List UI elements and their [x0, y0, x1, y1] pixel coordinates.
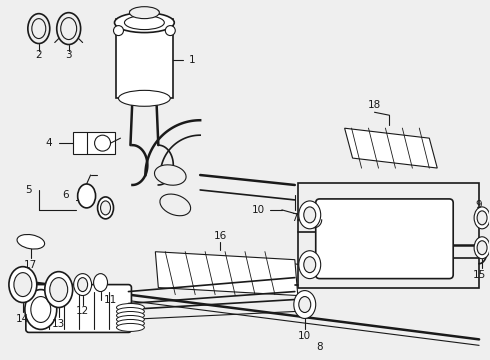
Text: 5: 5 [25, 185, 32, 195]
Ellipse shape [477, 211, 487, 225]
Ellipse shape [165, 26, 175, 36]
Ellipse shape [477, 241, 487, 255]
Ellipse shape [474, 237, 490, 259]
Text: 17: 17 [24, 260, 37, 270]
Ellipse shape [32, 19, 46, 39]
Polygon shape [344, 128, 437, 168]
Text: 2: 2 [35, 50, 42, 60]
Ellipse shape [154, 165, 186, 185]
Ellipse shape [77, 184, 96, 208]
Ellipse shape [299, 297, 311, 312]
Text: 8: 8 [317, 342, 323, 352]
Ellipse shape [304, 207, 316, 223]
Ellipse shape [9, 267, 37, 302]
Text: 15: 15 [472, 270, 486, 280]
Ellipse shape [119, 90, 171, 106]
Ellipse shape [117, 303, 145, 311]
Text: 16: 16 [214, 231, 227, 241]
Polygon shape [155, 252, 298, 296]
Ellipse shape [474, 207, 490, 229]
Ellipse shape [94, 274, 107, 292]
Ellipse shape [50, 278, 68, 302]
Ellipse shape [45, 272, 73, 307]
Ellipse shape [77, 278, 88, 292]
Text: 4: 4 [46, 138, 52, 148]
Text: 1: 1 [189, 55, 196, 66]
Ellipse shape [14, 273, 32, 297]
Ellipse shape [304, 257, 316, 273]
FancyBboxPatch shape [316, 199, 453, 279]
Ellipse shape [160, 194, 191, 216]
Text: 18: 18 [368, 100, 381, 110]
Ellipse shape [100, 201, 111, 215]
Ellipse shape [25, 289, 57, 329]
Ellipse shape [124, 15, 164, 30]
Text: 3: 3 [65, 50, 72, 60]
Text: 12: 12 [76, 306, 89, 316]
Ellipse shape [114, 26, 123, 36]
Ellipse shape [117, 307, 145, 315]
Ellipse shape [115, 13, 174, 32]
Ellipse shape [28, 14, 50, 44]
Ellipse shape [117, 311, 145, 319]
Ellipse shape [95, 135, 111, 151]
Ellipse shape [74, 274, 92, 296]
Bar [73, 132, 115, 154]
Bar [298, 183, 479, 288]
Ellipse shape [294, 291, 316, 319]
Ellipse shape [299, 251, 321, 279]
Text: 13: 13 [52, 319, 65, 329]
Ellipse shape [129, 7, 159, 19]
Ellipse shape [299, 201, 321, 229]
Ellipse shape [98, 197, 114, 219]
Ellipse shape [61, 18, 76, 40]
Text: 6: 6 [62, 190, 69, 200]
Ellipse shape [117, 319, 145, 328]
Text: 7: 7 [292, 213, 298, 223]
Ellipse shape [31, 297, 51, 323]
Ellipse shape [117, 315, 145, 323]
Ellipse shape [57, 13, 81, 45]
Text: 10: 10 [251, 205, 265, 215]
Bar [116, 19, 173, 98]
Text: 9: 9 [476, 200, 483, 210]
Text: 10: 10 [298, 332, 311, 341]
Text: 14: 14 [16, 314, 29, 324]
Ellipse shape [117, 323, 145, 332]
Ellipse shape [17, 234, 45, 249]
Text: 11: 11 [104, 294, 117, 305]
FancyBboxPatch shape [26, 285, 131, 332]
